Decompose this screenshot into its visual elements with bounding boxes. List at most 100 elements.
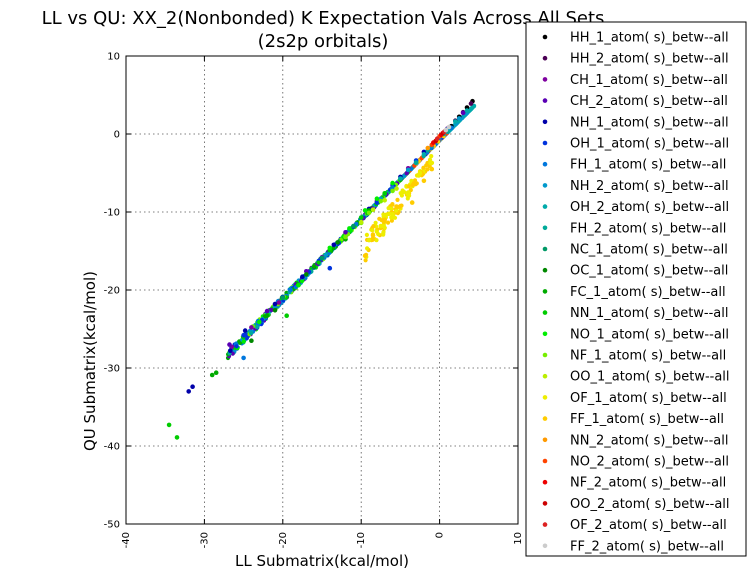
band-point (410, 182, 415, 188)
band-point (381, 232, 386, 237)
data-point (166, 422, 172, 428)
legend-label: FH_2_atom( s)_betw--all (570, 221, 726, 236)
data-point (390, 180, 395, 186)
legend-marker (542, 458, 548, 464)
legend-marker (542, 119, 548, 125)
data-point (327, 245, 333, 251)
data-point (311, 264, 317, 269)
data-point (284, 313, 290, 319)
band-point (299, 279, 305, 284)
band-point (399, 193, 404, 198)
data-point (209, 372, 215, 378)
data-point (242, 328, 248, 333)
legend-label: NN_2_atom( s)_betw--all (570, 433, 729, 448)
y-tick-label: 0 (114, 130, 120, 141)
legend-label: OC_1_atom( s)_betw--all (570, 264, 728, 279)
x-tick-label: -30 (199, 532, 210, 548)
band-point (397, 204, 402, 209)
legend-label: NH_2_atom( s)_betw--all (570, 179, 729, 194)
legend-label: HH_2_atom( s)_betw--all (570, 52, 729, 67)
legend-marker (542, 267, 548, 273)
legend-label: CH_1_atom( s)_betw--all (570, 73, 728, 88)
chart-subtitle: (2s2p orbitals) (257, 31, 389, 52)
chart-title: LL vs QU: XX_2(Nonbonded) K Expectation … (41, 8, 605, 29)
band-point (381, 212, 386, 217)
data-point (288, 287, 293, 293)
data-point (390, 212, 395, 217)
data-point (358, 219, 364, 225)
band-point (364, 232, 369, 237)
data-point (366, 210, 372, 216)
data-point (468, 101, 474, 106)
data-point (429, 166, 435, 172)
legend-marker (542, 246, 548, 252)
band-point (388, 206, 394, 211)
legend-marker (542, 352, 548, 358)
x-tick-label: 10 (513, 532, 524, 545)
band-point (429, 154, 434, 159)
band-point (365, 246, 370, 251)
legend-label: FF_2_atom( s)_betw--all (570, 539, 724, 554)
data-point (370, 233, 376, 238)
legend-marker (542, 98, 548, 103)
data-point (417, 170, 423, 176)
legend: HH_1_atom( s)_betw--all HH_2_atom( s)_bet… (525, 21, 747, 557)
legend-marker (542, 77, 548, 82)
data-point (362, 253, 368, 258)
data-point (331, 242, 337, 248)
legend-marker (542, 34, 548, 40)
y-axis-label: QU Submatrix(kcal/mol) (81, 271, 99, 452)
legend-marker (542, 373, 548, 379)
band-point (468, 107, 473, 112)
legend-box (525, 21, 747, 557)
y-tick-label: -50 (104, 520, 120, 531)
legend-marker (542, 437, 548, 443)
data-point (257, 319, 262, 325)
data-point (394, 186, 399, 191)
data-point (443, 127, 449, 133)
data-point (446, 124, 452, 130)
band-point (316, 260, 321, 265)
data-point (347, 226, 352, 231)
data-point (249, 338, 254, 344)
legend-marker (542, 289, 548, 294)
legend-marker (542, 161, 548, 167)
data-point (327, 265, 333, 271)
data-points (166, 98, 475, 440)
legend-marker (542, 310, 548, 315)
legend-marker (542, 183, 548, 188)
legend-marker (542, 416, 548, 421)
legend-label: OH_2_atom( s)_betw--all (570, 200, 729, 215)
legend-label: FH_1_atom( s)_betw--all (570, 158, 726, 173)
legend-marker (542, 501, 548, 506)
data-point (421, 152, 427, 157)
y-tick-label: -20 (104, 286, 120, 297)
data-point (351, 223, 356, 229)
data-point (272, 308, 278, 313)
band-point (269, 307, 274, 313)
data-point (456, 116, 462, 121)
data-point (413, 160, 419, 166)
x-tick-label: -40 (121, 532, 132, 548)
band-point (377, 216, 382, 221)
legend-label: OH_1_atom( s)_betw--all (570, 137, 729, 152)
legend-label: NF_1_atom( s)_betw--all (570, 349, 726, 364)
band-point (249, 331, 254, 336)
legend-label: OO_2_atom( s)_betw--all (570, 497, 730, 512)
legend-marker (542, 543, 548, 549)
data-point (186, 389, 191, 394)
y-tick-label: 10 (107, 52, 120, 63)
legend-marker (542, 479, 548, 485)
data-point (264, 308, 270, 314)
band-point (255, 324, 260, 330)
band-point (371, 224, 376, 229)
legend-marker (542, 331, 548, 337)
x-axis-label: LL Submatrix(kcal/mol) (235, 552, 409, 570)
data-point (421, 178, 427, 184)
data-point (398, 176, 403, 181)
data-point (394, 204, 399, 209)
data-point (264, 313, 270, 319)
band-point (389, 218, 394, 223)
legend-label: FC_1_atom( s)_betw--all (570, 285, 726, 300)
